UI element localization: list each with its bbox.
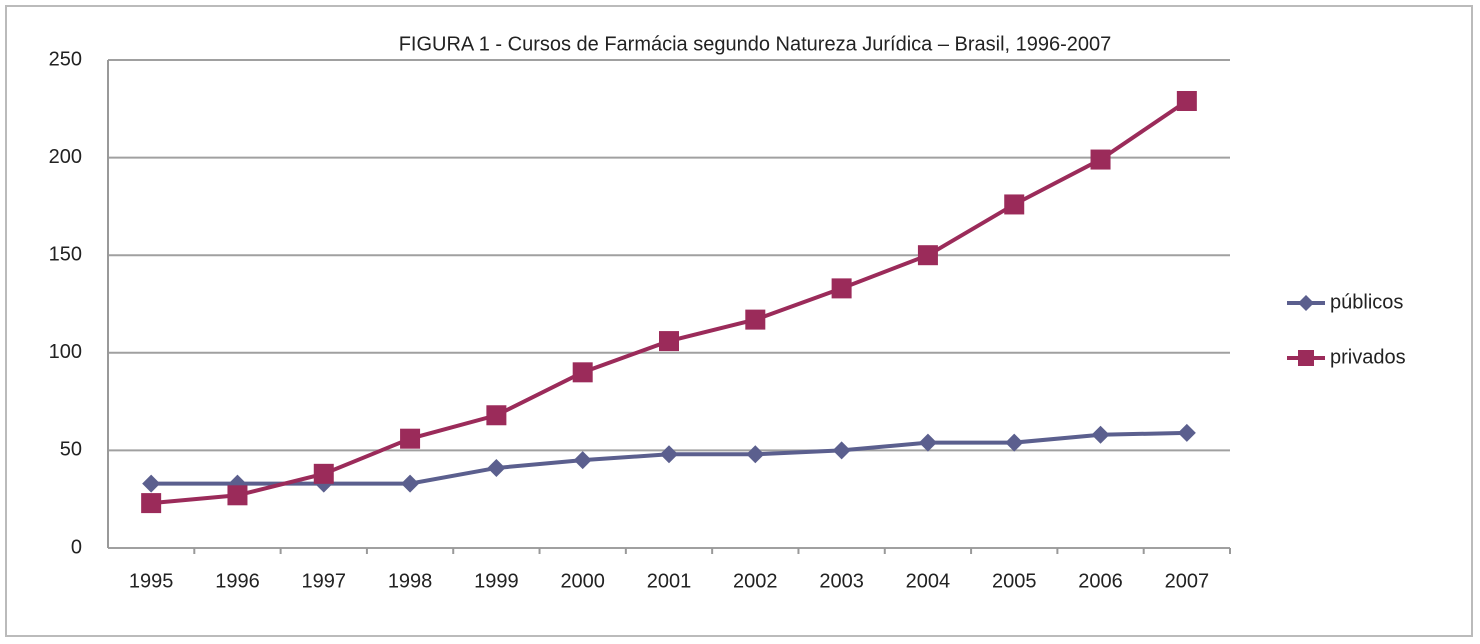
data-point (1177, 423, 1196, 442)
data-point (487, 458, 506, 477)
y-tick-label: 200 (49, 146, 82, 168)
data-point (486, 405, 507, 426)
y-tick-label: 250 (49, 48, 82, 70)
data-point (401, 474, 420, 493)
x-tick-label: 2003 (819, 570, 864, 592)
data-point (745, 309, 766, 330)
x-tick-label: 1995 (129, 570, 174, 592)
chart-border (5, 5, 1473, 637)
y-tick-label: 0 (71, 536, 82, 558)
x-tick-label: 1998 (388, 570, 433, 592)
data-point (227, 485, 248, 506)
data-point (746, 445, 765, 464)
x-tick-label: 1996 (215, 570, 260, 592)
y-tick-label: 100 (49, 341, 82, 363)
x-tick-label: 2006 (1078, 570, 1123, 592)
x-tick-label: 1997 (302, 570, 347, 592)
chart-title: FIGURA 1 - Cursos de Farmácia segundo Na… (399, 33, 1112, 55)
legend-label: privados (1330, 346, 1406, 368)
legend-marker (1298, 350, 1314, 366)
data-point (400, 428, 421, 449)
data-point (917, 245, 938, 266)
data-point (832, 441, 851, 460)
x-tick-label: 2000 (560, 570, 605, 592)
x-tick-label: 2004 (906, 570, 951, 592)
y-tick-label: 50 (60, 439, 82, 461)
data-point (313, 463, 334, 484)
data-point (659, 331, 679, 352)
x-tick-label: 2002 (733, 570, 778, 592)
legend-marker (1298, 295, 1314, 311)
data-point (1176, 90, 1197, 111)
data-point (572, 362, 593, 383)
data-point (573, 451, 592, 470)
data-point (1091, 425, 1110, 444)
data-point (831, 278, 852, 299)
data-point (142, 474, 161, 493)
x-tick-label: 2007 (1165, 570, 1210, 592)
x-tick-label: 2001 (647, 570, 692, 592)
data-point (141, 493, 162, 514)
x-tick-label: 2005 (992, 570, 1037, 592)
data-point (1090, 149, 1111, 170)
data-point (660, 445, 678, 464)
data-point (1005, 433, 1024, 452)
x-tick-label: 1999 (474, 570, 519, 592)
y-tick-label: 150 (49, 243, 82, 265)
data-point (1004, 194, 1025, 215)
data-point (918, 433, 937, 452)
legend-label: públicos (1330, 291, 1403, 313)
